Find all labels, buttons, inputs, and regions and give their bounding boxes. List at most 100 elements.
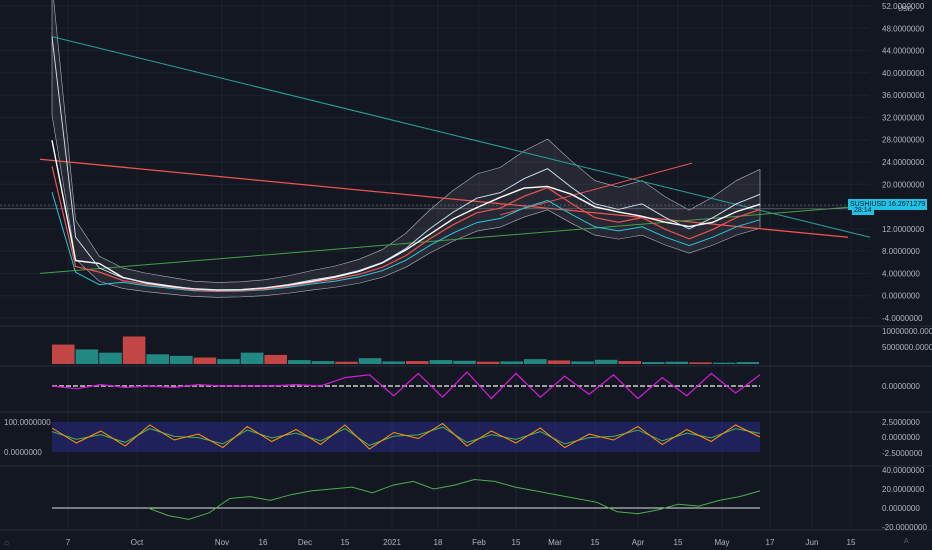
volume-bar: [358, 358, 382, 364]
currency-label: USD: [898, 6, 913, 13]
bollinger-band: [51, 0, 761, 298]
volume-bar: [476, 361, 500, 364]
price-tick-label: 52.0000000: [882, 2, 925, 11]
volume-bar: [406, 361, 429, 364]
volume-bar: [311, 361, 335, 364]
stochastic-left-tick-label: 100.0000000: [4, 418, 51, 427]
price-line: [51, 36, 761, 291]
volume-bar: [429, 360, 453, 364]
time-tick-label: 2021: [383, 538, 401, 547]
time-tick-label: 16: [259, 538, 268, 547]
moving-average-cyan: [51, 191, 761, 293]
volume-bar: [146, 354, 169, 364]
price-tick-label: -4.0000000: [882, 314, 923, 323]
last-price-value: 16.2671279: [888, 201, 926, 208]
volume-bar: [453, 360, 476, 364]
moving-average-red: [51, 166, 761, 292]
time-tick-label: 7: [66, 538, 71, 547]
oscillator-line: [51, 371, 761, 400]
volume-bar: [99, 352, 122, 364]
time-tick-label: Apr: [632, 538, 645, 547]
bollinger-band-area: [51, 0, 761, 298]
volume-tick-label: 5000000.0000000: [882, 343, 932, 352]
auto-scale-button[interactable]: A: [904, 538, 909, 545]
time-tick-label: Oct: [131, 538, 144, 547]
price-tick-label: 12.0000000: [882, 225, 925, 234]
time-tick-label: 15: [341, 538, 350, 547]
volume-bar: [594, 359, 618, 364]
oscillator-pane: 0.0000000: [51, 371, 920, 400]
time-tick-label: Nov: [215, 538, 229, 547]
volume-bar: [193, 357, 217, 364]
stochastic-right-tick-label: 2.5000000: [882, 418, 920, 427]
volume-bar: [335, 361, 358, 364]
price-tick-label: 24.0000000: [882, 158, 925, 167]
time-tick-label: 15: [591, 538, 600, 547]
time-tick-label: Mar: [548, 538, 562, 547]
time-tick-label: Dec: [298, 538, 312, 547]
volume-bar: [264, 354, 287, 364]
last-price-tag: SUSHIUSD 16.2671279: [848, 199, 928, 210]
time-tick-label: 17: [766, 538, 775, 547]
stochastic-left-tick-label: 0.0000000: [4, 448, 42, 457]
price-tick-label: 36.0000000: [882, 91, 925, 100]
volume-pane: 10000000.0000000 5000000.0000000: [52, 327, 932, 364]
time-tick-label: May: [714, 538, 729, 547]
price-series: [51, 36, 761, 293]
stochastic-pane: 100.0000000 0.0000000 2.5000000 0.0000000 -2…: [4, 418, 923, 458]
price-tick-label: 28.0000000: [882, 136, 925, 145]
indicator-tick-label: 0.0000000: [882, 504, 920, 513]
volume-bar: [75, 349, 99, 364]
trendlines: [0, 36, 871, 274]
indicator-pane: 40.0000000 20.0000000 0.0000000 -20.0000000: [52, 466, 927, 532]
indicator-tick-label: 40.0000000: [882, 466, 925, 475]
volume-bar: [524, 359, 547, 364]
countdown-tag: 28:14: [852, 207, 874, 215]
indicator-line: [147, 478, 761, 520]
time-tick-label: 15: [847, 538, 856, 547]
trendline-red: [39, 158, 849, 238]
price-tick-label: 44.0000000: [882, 47, 925, 56]
volume-bar: [500, 361, 523, 364]
price-tick-label: 48.0000000: [882, 24, 925, 33]
volume-bar: [712, 362, 736, 364]
stochastic-k-line: [51, 422, 761, 450]
volume-bar: [642, 362, 665, 364]
volume-bar: [382, 361, 405, 364]
volume-bar: [665, 361, 689, 364]
tradingview-logo-icon: ⌂: [4, 538, 9, 547]
price-tick-label: 32.0000000: [882, 113, 925, 122]
trendline-teal: [51, 36, 871, 238]
volume-bar: [122, 336, 146, 364]
oscillator-tick-label: 0.0000000: [882, 382, 920, 391]
volume-bar: [217, 359, 240, 364]
price-tick-label: 8.0000000: [882, 247, 920, 256]
time-tick-label: Feb: [472, 538, 486, 547]
price-tick-label: 20.0000000: [882, 180, 925, 189]
volume-bar: [689, 362, 712, 364]
price-tick-label: 40.0000000: [882, 69, 925, 78]
price-tick-label: 4.0000000: [882, 269, 920, 278]
volume-bar: [240, 352, 264, 364]
time-axis: 7 Oct Nov 16 Dec 15 2021 18 Feb 15 Mar 15 Apr 15 May 17…: [66, 538, 856, 547]
stochastic-right-tick-label: -2.5000000: [882, 449, 923, 458]
volume-bar: [288, 360, 311, 364]
time-tick-label: Jun: [806, 538, 819, 547]
price-axis: 52.0000000 48.0000000 44.0000000 40.0000000…: [882, 2, 925, 323]
price-tick-label: 0.0000000: [882, 292, 920, 301]
trendline-red-short: [499, 162, 693, 216]
stochastic-right-tick-label: 0.0000000: [882, 433, 920, 442]
time-tick-label: 15: [512, 538, 521, 547]
indicator-tick-label: 20.0000000: [882, 485, 925, 494]
volume-bar: [736, 362, 759, 364]
indicator-tick-label: -20.0000000: [882, 523, 927, 532]
volume-bar: [618, 361, 641, 364]
volume-bar: [170, 355, 193, 364]
trendline-green: [39, 204, 871, 274]
volume-bar: [52, 344, 75, 364]
time-tick-label: 15: [674, 538, 683, 547]
volume-bar: [547, 360, 571, 364]
volume-tick-label: 10000000.0000000: [882, 327, 932, 336]
moving-average-white: [51, 140, 761, 291]
